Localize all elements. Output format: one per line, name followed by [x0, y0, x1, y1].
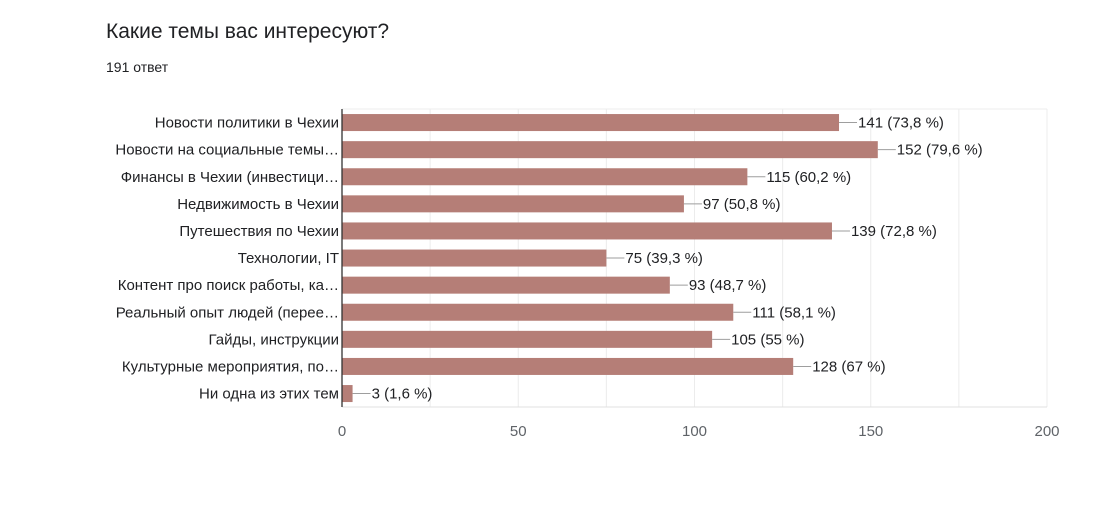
data-label: 152 (79,6 %): [897, 142, 983, 159]
category-label: Гайды, инструкции: [209, 331, 340, 348]
bar: [342, 385, 353, 403]
data-label: 128 (67 %): [812, 358, 885, 375]
bar: [342, 276, 670, 294]
data-label: 141 (73,8 %): [858, 115, 944, 132]
data-label: 3 (1,6 %): [372, 386, 433, 403]
category-label: Новости на социальные темы…: [115, 142, 339, 159]
x-tick-label: 0: [338, 423, 346, 440]
bar: [342, 330, 713, 348]
x-tick-label: 150: [858, 423, 883, 440]
data-label: 93 (48,7 %): [689, 277, 767, 294]
category-label: Культурные мероприятия, по…: [122, 358, 339, 375]
data-label: 111 (58,1 %): [752, 304, 836, 321]
category-label: Путешествия по Чехии: [179, 223, 339, 240]
data-label: 105 (55 %): [731, 331, 804, 348]
bar: [342, 357, 794, 375]
category-label: Ни одна из этих тем: [199, 386, 339, 403]
bar: [342, 195, 684, 213]
bar: [342, 222, 832, 240]
x-tick-label: 200: [1034, 423, 1059, 440]
bar: [342, 249, 607, 267]
category-label: Финансы в Чехии (инвестици…: [121, 169, 339, 186]
x-tick-label: 50: [510, 423, 527, 440]
bar: [342, 168, 748, 186]
x-tick-label: 100: [682, 423, 707, 440]
data-label: 97 (50,8 %): [703, 196, 781, 213]
category-label: Контент про поиск работы, ка…: [118, 277, 339, 294]
data-label: 139 (72,8 %): [851, 223, 937, 240]
response-count: 191 ответ: [106, 59, 169, 75]
data-label: 115 (60,2 %): [766, 169, 851, 186]
category-label: Технологии, IT: [238, 250, 339, 267]
bar: [342, 141, 878, 159]
bar: [342, 114, 840, 132]
category-label: Новости политики в Чехии: [155, 115, 339, 132]
bar: [342, 303, 734, 321]
data-label: 75 (39,3 %): [625, 250, 703, 267]
category-label: Реальный опыт людей (перее…: [116, 304, 339, 321]
category-label: Недвижимость в Чехии: [177, 196, 339, 213]
chart-title: Какие темы вас интересуют?: [106, 20, 390, 43]
